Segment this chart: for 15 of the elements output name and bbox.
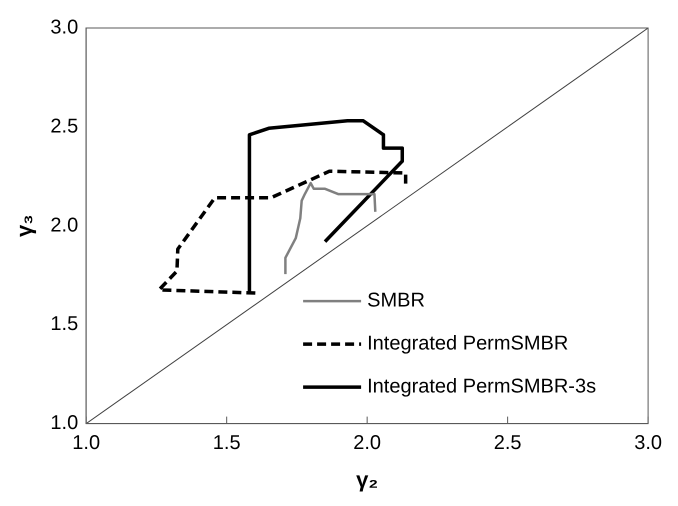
x-axis-title: γ₂ (356, 466, 378, 492)
legend-label: SMBR (367, 290, 425, 312)
x-tick-label: 2.0 (353, 432, 382, 454)
y-tick-label: 2.5 (50, 115, 78, 138)
y-tick-label: 2.0 (50, 214, 78, 236)
y-tick-label: 3.0 (50, 16, 78, 39)
y-axis-title: γ₃ (11, 214, 36, 238)
legend-label: Integrated PermSMBR-3s (367, 376, 596, 398)
x-tick-label: 2.5 (494, 432, 522, 454)
x-tick-label: 1.0 (72, 432, 100, 454)
x-tick-label: 1.5 (212, 432, 241, 454)
x-tick-label: 3.0 (634, 432, 662, 454)
y-tick-label: 1.5 (50, 313, 78, 336)
y-tick-label: 1.0 (50, 412, 78, 434)
legend-label: Integrated PermSMBR (367, 332, 568, 355)
